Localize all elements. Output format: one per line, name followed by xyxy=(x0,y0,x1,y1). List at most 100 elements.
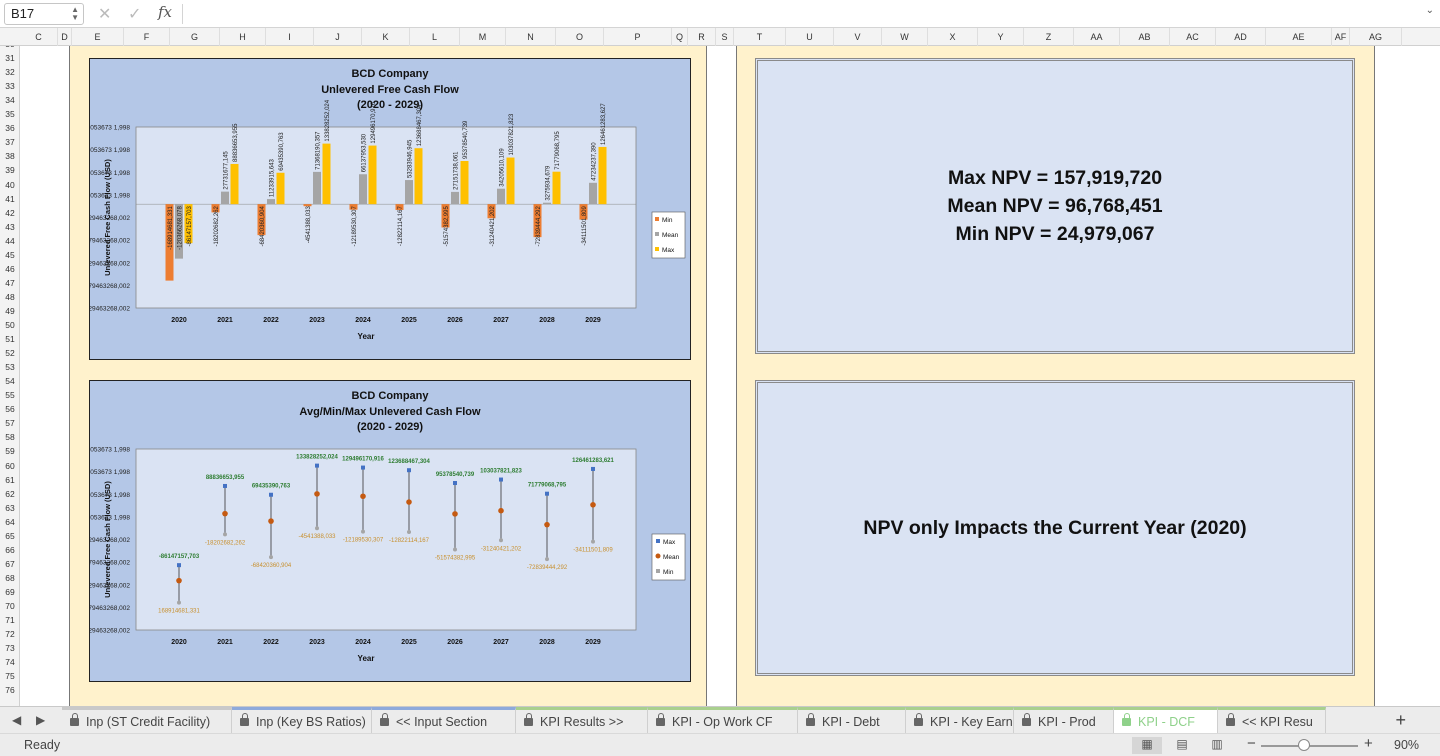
row-header[interactable]: 65 xyxy=(5,530,15,541)
zoom-slider-thumb[interactable] xyxy=(1297,739,1310,751)
column-header-t[interactable]: T xyxy=(734,28,786,46)
column-header-h[interactable]: H xyxy=(220,28,266,46)
page-break-view-icon[interactable]: ▥ xyxy=(1211,737,1223,751)
row-header[interactable]: 36 xyxy=(5,123,15,134)
column-header-af[interactable]: AF xyxy=(1332,28,1350,46)
sheet-tab[interactable]: Inp (ST Credit Facility) xyxy=(62,707,232,733)
row-header[interactable]: 40 xyxy=(5,179,15,190)
row-header[interactable]: 48 xyxy=(5,291,15,302)
row-header[interactable]: 59 xyxy=(5,446,15,457)
column-header-v[interactable]: V xyxy=(834,28,882,46)
row-header[interactable]: 39 xyxy=(5,165,15,176)
row-header[interactable]: 34 xyxy=(5,95,15,106)
npv-note-box[interactable]: NPV only Impacts the Current Year (2020) xyxy=(755,380,1355,676)
row-header[interactable]: 45 xyxy=(5,249,15,260)
column-header-ag[interactable]: AG xyxy=(1350,28,1402,46)
column-header-l[interactable]: L xyxy=(410,28,460,46)
sheet-tab[interactable]: Inp (Key BS Ratios) xyxy=(232,707,372,733)
row-header[interactable]: 66 xyxy=(5,544,15,555)
sheet-tab[interactable]: KPI Results >> xyxy=(516,707,648,733)
column-header-r[interactable]: R xyxy=(688,28,716,46)
row-header[interactable]: 30 xyxy=(0,46,19,51)
row-header[interactable]: 35 xyxy=(5,109,15,120)
next-sheet-icon[interactable]: ▶ xyxy=(36,713,46,727)
row-header[interactable]: 37 xyxy=(5,137,15,148)
expand-formula-bar-icon[interactable]: ⌄ xyxy=(1425,5,1434,16)
row-header[interactable]: 54 xyxy=(5,376,15,387)
column-header-ac[interactable]: AC xyxy=(1170,28,1216,46)
sheet-tab[interactable]: KPI - Op Work CF xyxy=(648,707,798,733)
sheet-tab[interactable]: KPI - Debt xyxy=(798,707,906,733)
zoom-out-button[interactable]: − xyxy=(1247,735,1256,752)
row-header[interactable]: 73 xyxy=(5,643,15,654)
row-header[interactable]: 67 xyxy=(5,558,15,569)
prev-sheet-icon[interactable]: ◀ xyxy=(12,713,22,727)
row-header[interactable]: 63 xyxy=(5,502,15,513)
sheet-tab[interactable]: << KPI Resu xyxy=(1218,707,1326,733)
column-header-ab[interactable]: AB xyxy=(1120,28,1170,46)
column-header-k[interactable]: K xyxy=(362,28,410,46)
column-header-p[interactable]: P xyxy=(604,28,672,46)
column-header-q[interactable]: Q xyxy=(672,28,688,46)
row-header[interactable]: 64 xyxy=(5,516,15,527)
column-header-m[interactable]: M xyxy=(460,28,506,46)
sheet-tab[interactable]: << Input Section xyxy=(372,707,516,733)
column-header-aa[interactable]: AA xyxy=(1074,28,1120,46)
name-box-stepper-icon[interactable]: ▲ ▼ xyxy=(71,5,79,22)
row-header[interactable]: 61 xyxy=(5,474,15,485)
row-header[interactable]: 41 xyxy=(5,193,15,204)
npv-summary-box[interactable]: Max NPV = 157,919,720 Mean NPV = 96,768,… xyxy=(755,58,1355,354)
row-header[interactable]: 72 xyxy=(5,629,15,640)
row-header[interactable]: 42 xyxy=(5,207,15,218)
row-header[interactable]: 33 xyxy=(5,81,15,92)
row-header[interactable]: 60 xyxy=(5,460,15,471)
row-header[interactable]: 46 xyxy=(5,263,15,274)
row-header[interactable]: 38 xyxy=(5,151,15,162)
sheet-tab[interactable]: KPI - DCF xyxy=(1114,707,1218,733)
row-header[interactable]: 57 xyxy=(5,418,15,429)
worksheet-grid[interactable]: BCD Company Unlevered Free Cash Flow (20… xyxy=(21,46,1440,706)
row-header[interactable]: 32 xyxy=(5,67,15,78)
row-header[interactable]: 50 xyxy=(5,320,15,330)
column-header-u[interactable]: U xyxy=(786,28,834,46)
row-header[interactable]: 68 xyxy=(5,572,15,583)
ufcf-bar-chart[interactable]: BCD Company Unlevered Free Cash Flow (20… xyxy=(89,58,691,360)
row-header[interactable]: 69 xyxy=(5,586,15,597)
row-header[interactable]: 53 xyxy=(5,362,15,373)
row-header[interactable]: 47 xyxy=(5,277,15,288)
row-header[interactable]: 52 xyxy=(5,348,15,359)
column-header-d[interactable]: D xyxy=(58,28,72,46)
column-header-x[interactable]: X xyxy=(928,28,978,46)
row-header[interactable]: 44 xyxy=(5,235,15,246)
sheet-tab[interactable]: KPI - Key Earn xyxy=(906,707,1014,733)
enter-icon[interactable]: ✓ xyxy=(128,6,142,23)
column-header-j[interactable]: J xyxy=(314,28,362,46)
row-header[interactable]: 51 xyxy=(5,334,15,345)
column-header-s[interactable]: S xyxy=(716,28,734,46)
zoom-in-button[interactable]: + xyxy=(1364,735,1373,752)
column-header-e[interactable]: E xyxy=(72,28,124,46)
row-header[interactable]: 31 xyxy=(5,53,15,64)
normal-view-icon[interactable]: ▦ xyxy=(1132,737,1162,754)
insert-function-icon[interactable]: fx xyxy=(158,3,173,21)
avg-min-max-chart[interactable]: BCD Company Avg/Min/Max Unlevered Cash F… xyxy=(89,380,691,682)
page-layout-icon[interactable]: ▤ xyxy=(1176,737,1188,751)
row-header[interactable]: 58 xyxy=(5,432,15,443)
column-header-ae[interactable]: AE xyxy=(1266,28,1332,46)
row-header[interactable]: 74 xyxy=(5,657,15,668)
add-sheet-button[interactable]: + xyxy=(1395,710,1406,730)
cancel-icon[interactable]: ✕ xyxy=(98,6,112,23)
row-header[interactable]: 71 xyxy=(5,615,15,626)
column-header-w[interactable]: W xyxy=(882,28,928,46)
row-header[interactable]: 43 xyxy=(5,221,15,232)
row-header[interactable]: 76 xyxy=(5,685,15,696)
row-header[interactable]: 70 xyxy=(5,601,15,611)
column-header-ad[interactable]: AD xyxy=(1216,28,1266,46)
column-header-z[interactable]: Z xyxy=(1024,28,1074,46)
column-header-g[interactable]: G xyxy=(170,28,220,46)
column-header-y[interactable]: Y xyxy=(978,28,1024,46)
name-box[interactable]: B17 ▲ ▼ xyxy=(4,3,84,25)
column-header-n[interactable]: N xyxy=(506,28,556,46)
row-header[interactable]: 56 xyxy=(5,404,15,415)
column-header-c[interactable]: C xyxy=(20,28,58,46)
